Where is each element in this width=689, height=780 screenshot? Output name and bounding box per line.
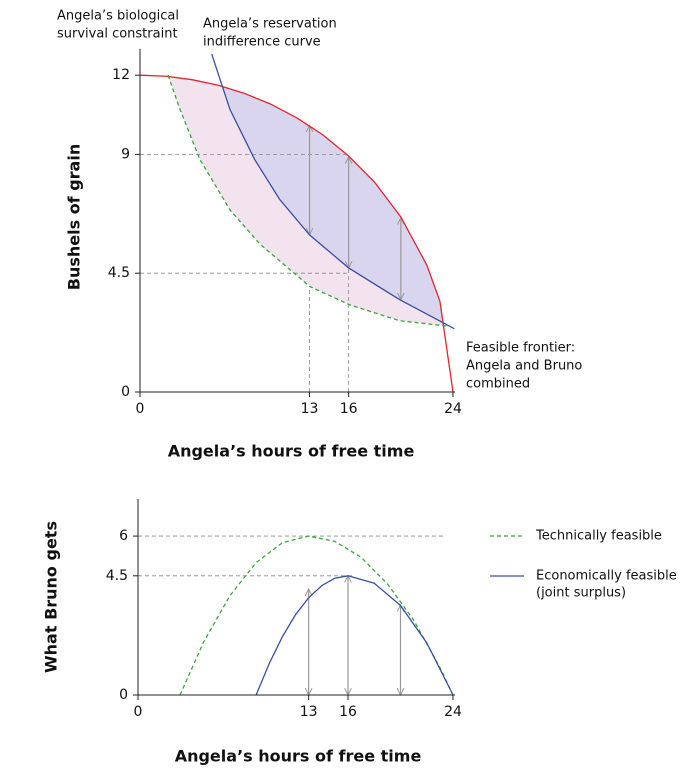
y-tick-label: 12 [112, 67, 130, 83]
curve [179, 535, 454, 696]
x-tick-label: 24 [444, 704, 462, 720]
curve-label: Angela’s biological [57, 9, 179, 24]
x-axis-title: Angela’s hours of free time [175, 747, 422, 766]
x-tick-label: 24 [444, 401, 462, 417]
curve-label: survival constraint [57, 27, 178, 42]
y-tick-label: 4.5 [108, 265, 130, 281]
x-tick-label: 16 [339, 704, 357, 720]
x-tick-label: 0 [134, 704, 143, 720]
legend-label: Economically feasible [536, 569, 677, 584]
curve-label: indifference curve [203, 35, 321, 50]
curve-label: Feasible frontier: [466, 341, 575, 356]
y-axis-title: What Bruno gets [42, 521, 61, 673]
x-axis-title: Angela’s hours of free time [168, 442, 415, 461]
x-tick-label: 16 [340, 401, 358, 417]
x-tick-label: 13 [300, 704, 318, 720]
curve [167, 74, 447, 327]
curve [255, 575, 454, 696]
y-tick-label: 6 [119, 528, 128, 544]
curve [211, 53, 455, 330]
shaded-region [211, 75, 453, 392]
y-tick-label: 4.5 [106, 568, 128, 584]
legend-label: Technically feasible [535, 529, 662, 544]
y-axis-title: Bushels of grain [65, 144, 84, 290]
curve-label: Angela and Bruno [466, 359, 582, 374]
y-tick-label: 0 [121, 384, 130, 400]
curve-label: combined [466, 377, 530, 392]
legend-label: (joint surplus) [536, 586, 626, 601]
curve-label: Angela’s reservation [203, 17, 337, 32]
y-tick-label: 0 [119, 687, 128, 703]
x-tick-label: 0 [136, 401, 145, 417]
curve [139, 74, 454, 393]
x-tick-label: 13 [301, 401, 319, 417]
y-tick-label: 9 [121, 146, 130, 162]
